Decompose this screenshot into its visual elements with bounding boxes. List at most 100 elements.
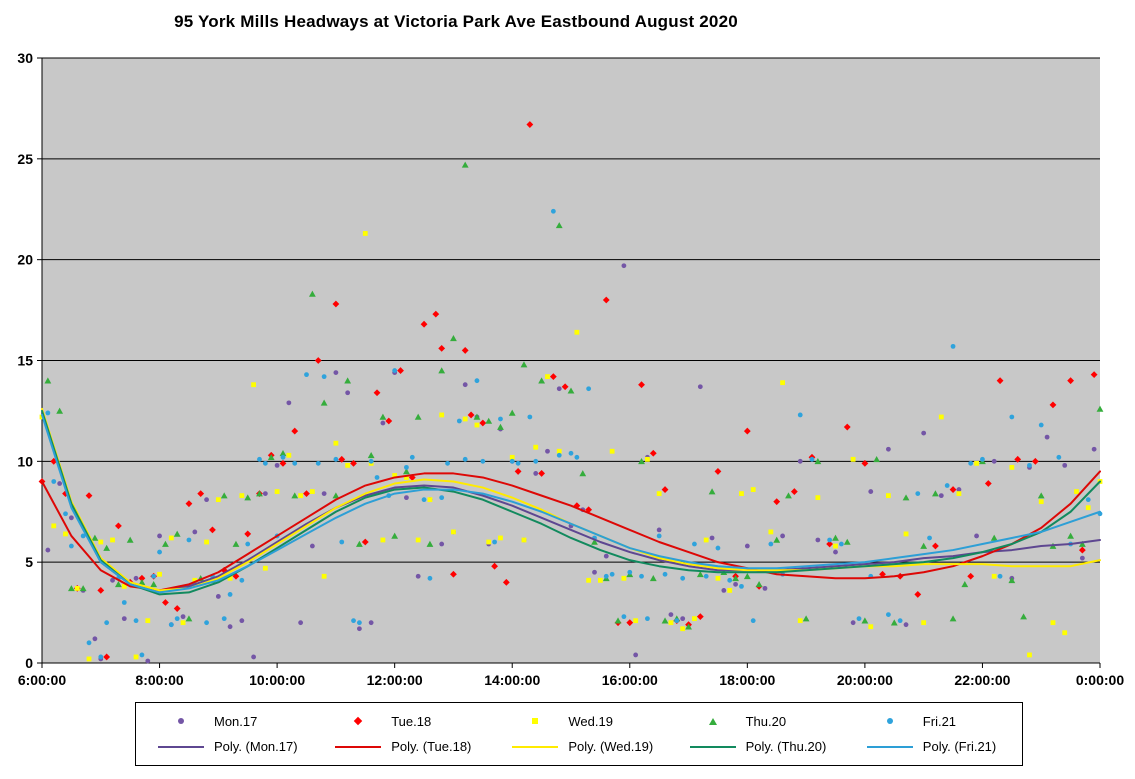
fri21-point (838, 541, 844, 547)
thu20-point (773, 536, 781, 543)
mon17-point (215, 594, 221, 599)
thu20-point (91, 534, 99, 541)
thu20-point (567, 387, 575, 394)
tue18-point (185, 500, 193, 508)
fri21-point (609, 571, 615, 577)
thu20-point (708, 488, 716, 495)
thu20-point (150, 581, 158, 588)
thu20-point (661, 617, 669, 624)
fri21-point (1038, 422, 1044, 428)
thu20-point (843, 538, 851, 545)
fri21-point (739, 583, 744, 589)
fri21-point (121, 600, 127, 605)
tue18-point (103, 653, 111, 661)
mon17-point (697, 384, 703, 390)
tue18-point (461, 347, 469, 354)
wed19-point (145, 618, 151, 624)
wed19-point (157, 571, 162, 577)
tue18-point (790, 488, 798, 495)
tue18-point (491, 562, 498, 570)
wed19-point (309, 489, 315, 494)
wed19-point (715, 575, 721, 581)
fri21-point (639, 573, 644, 579)
mon17-point (368, 620, 374, 626)
wed19-point (533, 444, 539, 450)
y-tick-label: 30 (17, 50, 33, 66)
fri21-point (556, 452, 562, 458)
thu20-point (138, 579, 146, 586)
legend-item-thu20: Thu.20 (668, 714, 845, 729)
thu20-point (538, 377, 546, 384)
wed19-point (645, 456, 650, 462)
mon17-point (462, 382, 468, 388)
fri21-point (533, 458, 539, 464)
tue18-point (467, 411, 475, 419)
legend-row-trendlines: Poly. (Mon.17) Poly. (Tue.18) Poly. (Wed… (136, 739, 1022, 754)
y-tick-label: 5 (25, 554, 33, 570)
fri21-point (186, 537, 192, 543)
fri21-point (280, 454, 286, 460)
y-tick-label: 25 (17, 151, 33, 167)
mon17-point (1079, 555, 1085, 561)
fri21-point (950, 343, 956, 349)
fri21-point (51, 479, 57, 484)
fri21-point (527, 414, 533, 420)
fri21-point (603, 573, 609, 579)
fri21-point (68, 543, 74, 549)
mon17-point (45, 547, 51, 553)
thu20-point (614, 617, 622, 624)
thu20-point (743, 572, 751, 580)
mon17-point (833, 549, 838, 555)
wed19-point (974, 460, 979, 466)
mon17-point (133, 575, 139, 581)
tue18-point (826, 540, 834, 548)
tue18-point (879, 570, 886, 578)
wed19-point (274, 489, 280, 494)
fri21-point (886, 612, 891, 617)
legend-item-poly-thu20: Poly. (Thu.20) (668, 739, 845, 754)
wed19-point (668, 620, 674, 626)
mon17-point (974, 533, 979, 539)
fri21-point (462, 456, 468, 462)
thu20-triangle-icon (708, 717, 717, 725)
fri21-point (515, 460, 521, 466)
thu20-point (696, 570, 704, 578)
fri21-point (427, 575, 433, 581)
wed19-point (991, 573, 997, 579)
tue18-point (649, 449, 657, 457)
poly-wed19-line-swatch (512, 745, 559, 748)
tue18-point (638, 381, 645, 389)
fri21-point (750, 618, 756, 624)
fri21-point (351, 618, 356, 624)
thu20-point (732, 575, 739, 582)
poly-tue18-trendline (41, 470, 1101, 592)
y-tick-label: 20 (17, 252, 33, 268)
mon17-point (850, 620, 856, 626)
mon17-point (533, 471, 539, 476)
fri21-point (292, 460, 298, 466)
x-tick-label: 6:00:00 (18, 672, 66, 688)
wed19-point (545, 374, 550, 380)
thu20-point (990, 534, 998, 541)
thu20-point (291, 492, 299, 499)
legend-label-fri21: Fri.21 (922, 713, 957, 729)
tue18-point (279, 459, 287, 467)
tue18-point (479, 419, 487, 427)
fri21-point (492, 539, 497, 545)
thu20-point (1067, 532, 1075, 539)
tue18-point (602, 296, 610, 304)
wed19-point (850, 456, 856, 462)
wed19-point (1009, 464, 1015, 470)
fri21-point (980, 456, 985, 462)
mon17-point (121, 616, 127, 622)
fri21-point (509, 458, 515, 464)
fri21-point (315, 460, 321, 466)
legend-item-wed19: Wed.19 (490, 714, 667, 729)
tue18-point (696, 613, 704, 621)
legend-label-poly-thu20: Poly. (Thu.20) (745, 739, 827, 755)
mon17-point (57, 481, 63, 486)
mon17-point (192, 529, 198, 535)
x-tick-label: 0:00:00 (1076, 672, 1124, 688)
fri21-point (227, 592, 233, 597)
wed19-point (86, 656, 92, 662)
